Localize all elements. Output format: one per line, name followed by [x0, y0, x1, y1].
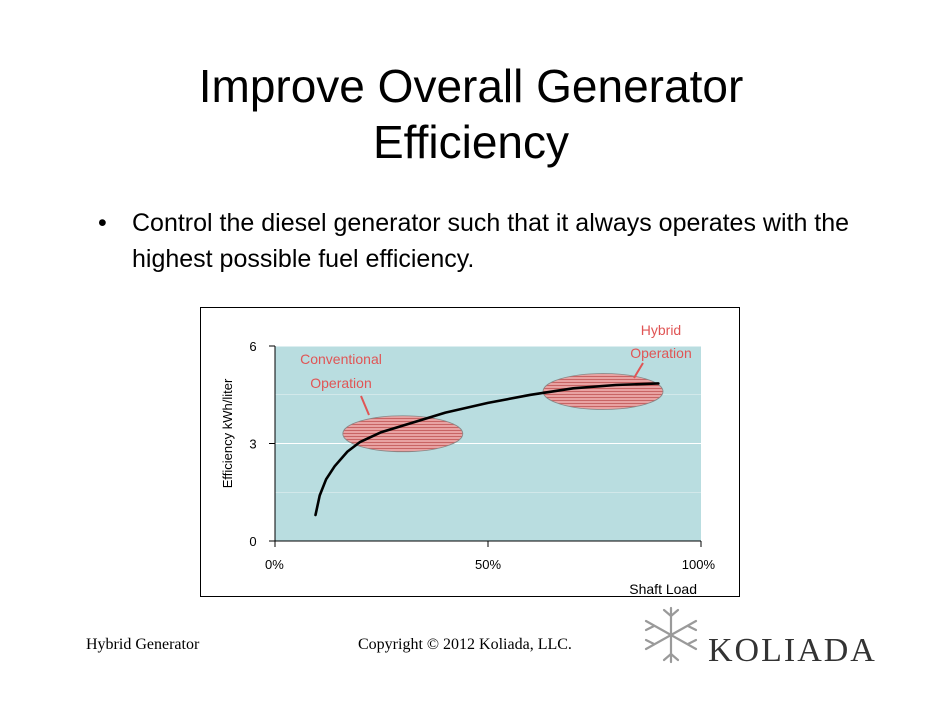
x-tick-label-1: 50%	[475, 557, 501, 572]
footer-copyright: Copyright © 2012 Koliada, LLC.	[358, 636, 572, 653]
koliada-logo-text: KOLIADA	[708, 632, 877, 669]
annotation-conventional-leader	[360, 395, 370, 416]
slide-title-line2: Efficiency	[372, 116, 570, 168]
bullet-dot: •	[98, 209, 107, 237]
bullet-text: Control the diesel generator such that i…	[132, 209, 850, 273]
annotation-hybrid-line1: Hybrid	[641, 322, 681, 338]
annotation-conventional-line2: Operation	[310, 375, 371, 391]
y-tick-label-0: 0	[249, 534, 256, 549]
y-tick-label-2: 6	[249, 339, 256, 354]
y-tick-label-1: 3	[249, 437, 256, 452]
chart-frame: 0 3 6 0% 50% 100% Efficiency kWh/liter Shaft Lo…	[200, 307, 740, 597]
efficiency-chart: 0 3 6 0% 50% 100% Efficiency kWh/liter Shaft Lo…	[220, 322, 716, 597]
koliada-snowflake-icon	[644, 606, 698, 664]
footer-title: Hybrid Generator	[86, 636, 200, 653]
y-axis-title: Efficiency kWh/liter	[220, 378, 235, 488]
annotation-hybrid-leader	[633, 362, 644, 379]
slide-title: Improve Overall Generator Efficiency	[0, 58, 942, 170]
x-tick-label-2: 100%	[682, 557, 716, 572]
operation-zone-1	[542, 373, 664, 410]
operation-zone-0	[342, 415, 464, 453]
slide-title-line1: Improve Overall Generator	[198, 60, 744, 112]
efficiency-curve	[314, 382, 660, 517]
annotation-conventional-line1: Conventional	[300, 351, 382, 367]
annotation-hybrid-line2: Operation	[630, 345, 691, 361]
x-tick-label-0: 0%	[265, 557, 284, 572]
x-axis-title: Shaft Load	[629, 581, 697, 597]
